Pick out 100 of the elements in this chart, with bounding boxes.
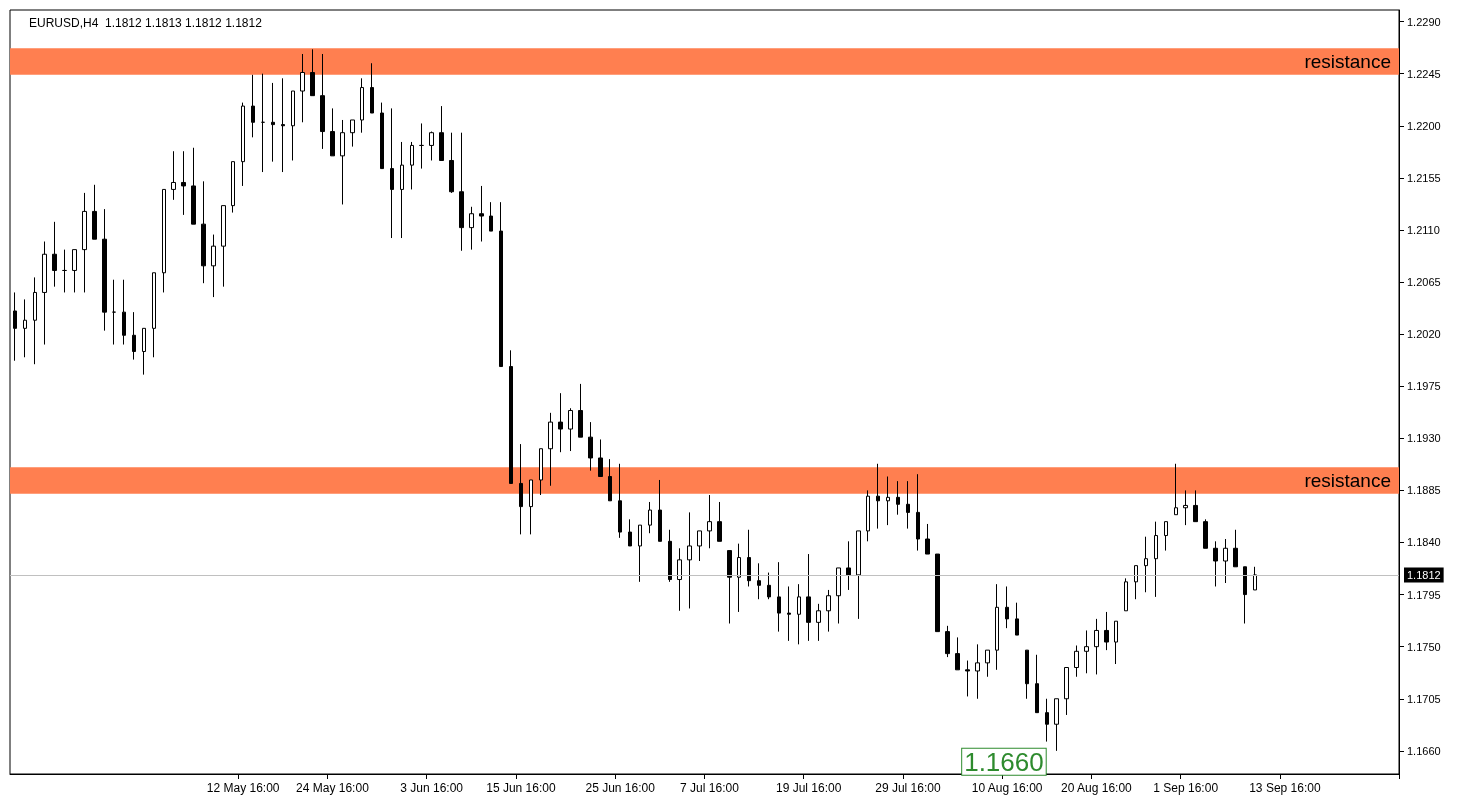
candlestick — [707, 494, 712, 549]
annotation: 1.1660 — [964, 746, 1044, 777]
candlestick — [925, 523, 930, 555]
candlestick — [1164, 521, 1168, 552]
candlestick — [1253, 566, 1257, 591]
y-tick-label: 1.2110 — [1407, 223, 1440, 236]
candlestick — [1094, 618, 1099, 675]
candlestick — [191, 147, 196, 225]
candlestick — [985, 649, 990, 678]
candlestick — [687, 511, 692, 609]
candlestick — [896, 480, 900, 516]
candlestick — [906, 480, 910, 530]
candlestick — [677, 547, 682, 612]
candlestick — [1154, 521, 1158, 598]
candlestick — [747, 529, 751, 587]
band-label: resistance — [1304, 51, 1391, 73]
candlestick — [350, 119, 355, 148]
candlestick — [469, 206, 474, 251]
x-tick-label: 1 Sep 16:00 — [1153, 781, 1219, 795]
candlestick — [380, 102, 384, 170]
candlestick — [310, 48, 315, 97]
candlestick — [410, 141, 414, 190]
candlestick — [568, 407, 573, 452]
x-tick-label: 29 Jul 16:00 — [875, 781, 941, 795]
candlestick — [697, 530, 702, 562]
x-tick-label: 25 Jun 16:00 — [585, 781, 656, 795]
candlestick — [300, 53, 305, 123]
candlestick — [291, 90, 295, 161]
candlestick — [92, 184, 97, 240]
text: EURUSD,H4 1.1812 1.1813 1.1812 1.1812 — [29, 16, 263, 30]
candlestick — [102, 208, 107, 332]
candlestick — [499, 201, 503, 368]
candlestick — [42, 241, 47, 346]
candlestick — [995, 583, 999, 671]
y-tick-label: 1.1795 — [1407, 588, 1441, 601]
x-tick-label: 10 Aug 16:00 — [971, 781, 1043, 795]
candlestick — [856, 530, 861, 620]
y-tick-label: 1.2245 — [1407, 67, 1441, 80]
candlestick — [1223, 538, 1228, 584]
candlestick — [1124, 577, 1128, 612]
x-tick-label: 12 May 16:00 — [206, 781, 280, 795]
candlestick — [1074, 645, 1079, 678]
candlestick — [231, 161, 235, 214]
candlestick — [916, 473, 920, 552]
y-tick-label: 1.2020 — [1407, 328, 1441, 341]
x-tick-label: 13 Sep 16:00 — [1249, 781, 1321, 795]
y-tick-label: 1.2200 — [1407, 119, 1441, 132]
candlestick — [658, 479, 662, 542]
candlestick — [727, 550, 732, 625]
candlestick — [578, 383, 583, 438]
candlestick — [390, 107, 394, 239]
y-tick-label: 1.2155 — [1407, 171, 1441, 184]
candlestick — [548, 412, 553, 487]
x-tick-label: 24 May 16:00 — [296, 781, 370, 795]
candlestick — [62, 249, 67, 293]
y-tick-label: 1.2290 — [1407, 15, 1441, 28]
candlestick — [479, 185, 484, 243]
candlestick — [132, 311, 136, 361]
candlestick — [449, 132, 454, 194]
candlestick — [1114, 620, 1118, 665]
candlestick — [152, 272, 156, 358]
y-tick-label: 1.1660 — [1407, 744, 1441, 757]
candlestick — [261, 73, 265, 173]
candlestick — [757, 562, 761, 600]
candlestick — [340, 119, 345, 205]
candlestick — [122, 279, 126, 346]
candlestick — [1005, 585, 1009, 629]
y-tick-label: 1.2065 — [1407, 276, 1441, 289]
candlestick — [558, 392, 563, 453]
candlestick — [1084, 629, 1089, 674]
candlestick — [171, 150, 176, 201]
candlestick — [360, 77, 364, 134]
candlestick — [201, 180, 206, 284]
candlestick — [509, 349, 513, 484]
candlestick — [608, 458, 612, 502]
y-tick-label: 1.1975 — [1407, 380, 1441, 393]
x-tick-label: 20 Aug 16:00 — [1061, 781, 1133, 795]
candlestick — [648, 501, 652, 534]
candlestick — [618, 463, 622, 539]
candlestick — [717, 501, 722, 542]
band-label: resistance — [1304, 470, 1391, 492]
candlestick — [975, 643, 980, 700]
candlestick — [400, 141, 404, 239]
candlestick — [826, 589, 831, 633]
candlestick — [162, 188, 166, 293]
candlestick — [370, 62, 374, 114]
candlestick — [1064, 667, 1069, 716]
candlestick — [82, 192, 87, 293]
candlestick — [181, 150, 186, 216]
candlestick — [955, 636, 960, 671]
candlestick — [281, 77, 285, 173]
candlestick — [777, 561, 781, 633]
candlestick — [1054, 698, 1059, 752]
candlestick — [767, 572, 771, 600]
candlestick — [1203, 518, 1208, 549]
candlestick — [787, 585, 791, 642]
candlestick — [935, 553, 940, 633]
candlestick — [112, 279, 116, 346]
candlestick — [1035, 654, 1039, 714]
candlestick — [529, 479, 533, 535]
